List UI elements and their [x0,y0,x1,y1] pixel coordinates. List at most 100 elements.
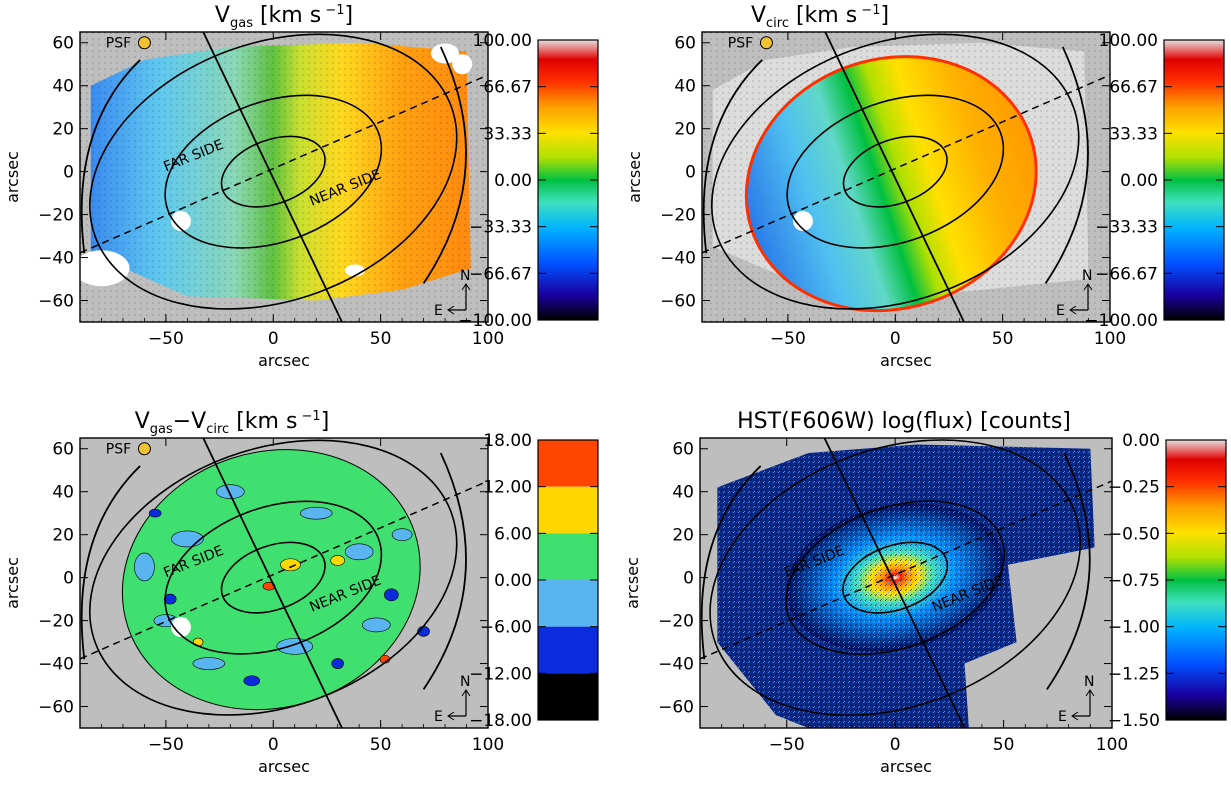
masked-region [73,250,129,286]
residual-contour [171,531,203,547]
psf-marker [760,37,772,49]
x-tick-label: 100 [1094,329,1126,349]
y-tick-label: −60 [660,292,696,312]
y-tick-label: −40 [660,249,696,269]
psf-label: PSF [728,36,753,52]
east-label: E [1058,709,1067,725]
colorbar-tick-label: −100.00 [458,311,532,331]
y-axis-label: arcsec [3,151,22,203]
colorbar-tick-label: −6.00 [480,618,532,638]
residual-contour [149,509,161,517]
chart-panel-2: PSF N E −50 0 50 100 60 40 20 0 −20 −40 −60 arcsec arcs… [625,0,1224,370]
chart-title: Vcirc [km s −1] [751,3,889,31]
psf-marker [138,443,150,455]
residual-contour [392,529,412,541]
north-label: N [1084,674,1094,690]
colorbar-tick-label: −66.67 [1095,264,1158,284]
colorbar-tick-label: 33.33 [483,124,532,144]
colorbar-level [538,487,598,534]
y-axis-label: arcsec [625,151,644,203]
x-tick-label: 50 [370,735,392,755]
colorbar-level [538,580,598,627]
colorbar-tick-label: 0.00 [494,171,532,191]
east-label: E [434,303,443,319]
colorbar-tick-label: 0.00 [1122,431,1160,451]
colorbar-tick-label: 6.00 [494,524,532,544]
colorbar-level [538,627,598,674]
psf-label: PSF [106,442,131,458]
y-tick-label: 20 [674,120,696,140]
colorbar-tick-label: −1.25 [1108,664,1160,684]
colorbar-tick-label: 66.67 [483,78,532,98]
x-axis-label: arcsec [880,757,932,776]
colorbar: 0.00−0.25−0.50−0.75−1.00−1.25−1.50 [1108,431,1226,731]
y-tick-label: −60 [38,292,74,312]
y-axis-label: arcsec [623,557,642,609]
colorbar-tick-label: 0.00 [494,571,532,591]
y-tick-label: 20 [672,526,694,546]
x-tick-label: 50 [993,735,1015,755]
chart-title: Vgas [km s −1] [215,3,353,31]
psf-label: PSF [106,36,131,52]
north-label: N [1082,268,1092,284]
y-tick-label: 40 [52,77,74,97]
east-label: E [1056,303,1065,319]
colorbar-tick-label: 33.33 [1109,124,1158,144]
plot-area: PSF N E [673,0,1117,358]
y-tick-label: −20 [660,206,696,226]
residual-contour [134,553,154,581]
x-tick-label: 50 [992,329,1014,349]
y-tick-label: 0 [63,569,74,589]
x-tick-label: −50 [770,329,806,349]
y-tick-label: 60 [52,34,74,54]
x-tick-label: 0 [268,735,279,755]
colorbar-tick-label: −0.50 [1108,524,1160,544]
residual-contour [345,544,373,560]
colorbar-gradient [1164,40,1224,320]
colorbar-tick-label: −1.00 [1108,618,1160,638]
masked-region [452,54,472,74]
residual-contour [362,618,390,632]
residual-contour [280,559,300,571]
x-axis-label: arcsec [258,757,310,776]
residual-contour [300,507,332,519]
y-tick-label: −40 [38,249,74,269]
y-tick-label: 60 [672,440,694,460]
colorbar-tick-label: −0.25 [1108,478,1160,498]
colorbar-tick-label: 12.00 [483,478,532,498]
colorbar-tick-label: 100.00 [1099,31,1158,51]
y-tick-label: 40 [674,77,696,97]
y-tick-label: −20 [38,206,74,226]
y-tick-label: 0 [63,163,74,183]
colorbar-level [538,440,598,487]
x-tick-label: 100 [472,735,504,755]
y-tick-label: 40 [672,483,694,503]
x-axis-label: arcsec [258,351,310,370]
colorbar-tick-label: −100.00 [1084,311,1158,331]
colorbar-tick-label: 18.00 [483,431,532,451]
x-tick-label: −50 [148,329,184,349]
y-tick-label: −60 [38,698,74,718]
y-tick-label: −20 [38,612,74,632]
chart-title: Vgas−Vcirc [km s −1] [135,409,330,437]
x-tick-label: −50 [148,735,184,755]
y-tick-label: 60 [674,34,696,54]
x-tick-label: 50 [370,329,392,349]
colorbar-level [538,673,598,720]
colorbar-tick-label: −0.75 [1108,571,1160,591]
x-tick-label: 100 [1096,735,1128,755]
colorbar-level [538,533,598,580]
y-axis-label: arcsec [3,557,22,609]
residual-contour [384,589,398,601]
masked-region [345,264,365,276]
east-label: E [434,709,443,725]
y-tick-label: −40 [658,655,694,675]
chart-panel-4: FAR SIDENEAR SIDENE−50 0 50 1006040200−20−4… [623,391,1226,776]
x-tick-label: 0 [890,329,901,349]
colorbar-tick-label: 66.67 [1109,78,1158,98]
colorbar-tick-label: −18.00 [469,711,532,731]
y-tick-label: 40 [52,483,74,503]
